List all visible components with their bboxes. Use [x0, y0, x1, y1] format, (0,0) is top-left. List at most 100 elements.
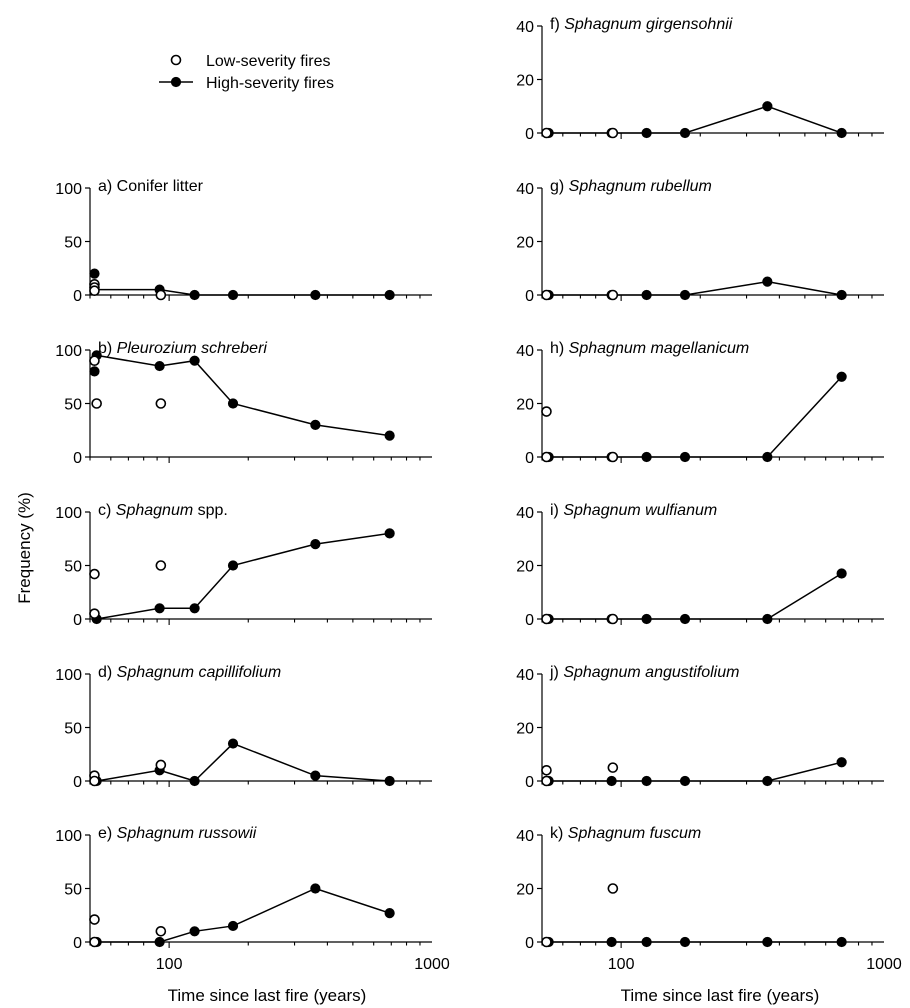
y-tick-label: 20 [516, 235, 534, 252]
high-severity-point [836, 757, 847, 768]
panel-g: 0 20 40 g) Sphagnum rubellum [516, 178, 884, 305]
low-severity-point [541, 406, 552, 417]
y-tick-label: 0 [73, 288, 82, 305]
panel-b: 0 50 100 b) Pleurozium schreberi [55, 340, 432, 467]
y-tick-label: 0 [73, 935, 82, 952]
high-severity-point [310, 770, 321, 781]
y-tick-label: 100 [55, 505, 82, 522]
low-severity-point [607, 289, 619, 301]
panel-d: 0 50 100 d) Sphagnum capillifolium [55, 664, 432, 791]
panel-title: i) Sphagnum wulfianum [550, 502, 717, 519]
panel-letter: d) [98, 664, 117, 681]
low-severity-point [155, 289, 167, 301]
high-severity-point [836, 936, 847, 948]
low-severity-point [89, 568, 100, 580]
high-severity-point [679, 613, 691, 625]
x-tick-label: 100 [608, 956, 635, 973]
high-severity-point [227, 920, 239, 932]
high-severity-point [189, 289, 200, 301]
y-tick-label: 0 [525, 288, 534, 305]
x-axis-label-left: Time since last fire (years) [168, 986, 367, 1005]
high-severity-point [679, 289, 691, 301]
y-tick-label: 40 [516, 667, 534, 684]
high-severity-point [227, 398, 239, 409]
panel-letter: i) [550, 502, 563, 519]
y-tick-label: 20 [516, 73, 534, 90]
y-tick-label: 20 [516, 882, 534, 899]
panel-e: 0 50 100 100 1000 e) Sphagnum russowii [55, 825, 450, 973]
panel-title: c) Sphagnum spp. [98, 502, 228, 519]
x-tick-label: 1000 [866, 956, 902, 973]
panel-letter: a) [98, 178, 117, 195]
y-tick-label: 100 [55, 667, 82, 684]
high-severity-point [762, 451, 773, 463]
panel-title-italic: Pleurozium schreberi [117, 340, 268, 357]
y-tick-label: 40 [516, 343, 534, 360]
panel-letter: f) [550, 16, 564, 33]
panel-title: b) Pleurozium schreberi [98, 340, 267, 357]
panel-title-plain: Conifer litter [117, 178, 204, 195]
panel-title-italic: Sphagnum russowii [117, 825, 257, 842]
high-severity-line [548, 280, 842, 296]
y-tick-label: 0 [525, 450, 534, 467]
x-axis-label-right: Time since last fire (years) [621, 986, 820, 1005]
y-tick-label: 100 [55, 343, 82, 360]
high-severity-point [189, 775, 200, 787]
high-severity-point [384, 289, 395, 301]
panel-letter: h) [550, 340, 569, 357]
y-tick-label: 0 [525, 126, 534, 143]
panel-title: h) Sphagnum magellanicum [550, 340, 749, 357]
panel-title: e) Sphagnum russowii [98, 825, 257, 842]
low-severity-point [607, 613, 619, 625]
high-severity-point [762, 613, 773, 625]
legend-low-label: Low-severity fires [206, 53, 330, 70]
high-severity-point [762, 276, 773, 287]
high-severity-line [96, 354, 390, 437]
high-severity-point [606, 775, 617, 787]
y-tick-label: 50 [64, 559, 82, 576]
panel-j: 0 20 40 j) Sphagnum angustifolium [516, 664, 884, 791]
panel-title-italic: Sphagnum magellanicum [569, 340, 750, 357]
high-severity-point [310, 419, 321, 430]
panel-title: d) Sphagnum capillifolium [98, 664, 281, 681]
y-tick-label: 0 [73, 612, 82, 629]
legend: Low-severity fires High-severity fires [159, 53, 334, 92]
low-severity-point [155, 398, 167, 409]
legend-low-marker [170, 54, 182, 66]
high-severity-point [154, 936, 165, 948]
high-severity-point [641, 289, 652, 301]
low-severity-point [89, 285, 100, 297]
high-severity-point [762, 775, 773, 787]
high-severity-point [606, 936, 617, 948]
high-severity-point [762, 101, 773, 112]
y-tick-label: 40 [516, 181, 534, 198]
high-severity-point [641, 775, 652, 787]
high-severity-line [96, 887, 390, 943]
high-severity-point [189, 926, 200, 937]
y-tick-label: 20 [516, 397, 534, 414]
high-severity-point [641, 613, 652, 625]
y-tick-label: 50 [64, 882, 82, 899]
low-severity-point [541, 936, 552, 948]
high-severity-point [679, 127, 691, 139]
panel-letter: c) [98, 502, 116, 519]
high-severity-point [384, 430, 395, 441]
high-severity-line [96, 742, 390, 782]
low-severity-point [89, 914, 100, 925]
high-severity-point [310, 538, 321, 550]
panel-letter: g) [550, 178, 569, 195]
panel-k: 0 20 40 100 1000 k) Sphagnum fuscum [516, 825, 902, 973]
high-severity-point [836, 127, 847, 139]
panel-title: a) Conifer litter [98, 178, 204, 195]
panel-letter: e) [98, 825, 117, 842]
panel-title-plain: spp. [193, 502, 228, 519]
high-severity-line [548, 105, 842, 134]
high-severity-line [548, 376, 843, 458]
panel-title-italic: Sphagnum capillifolium [117, 664, 282, 681]
low-severity-point [541, 613, 552, 625]
y-tick-label: 20 [516, 559, 534, 576]
y-tick-label: 50 [64, 721, 82, 738]
low-severity-point [541, 451, 552, 463]
high-severity-point [189, 603, 200, 614]
y-tick-label: 0 [525, 774, 534, 791]
